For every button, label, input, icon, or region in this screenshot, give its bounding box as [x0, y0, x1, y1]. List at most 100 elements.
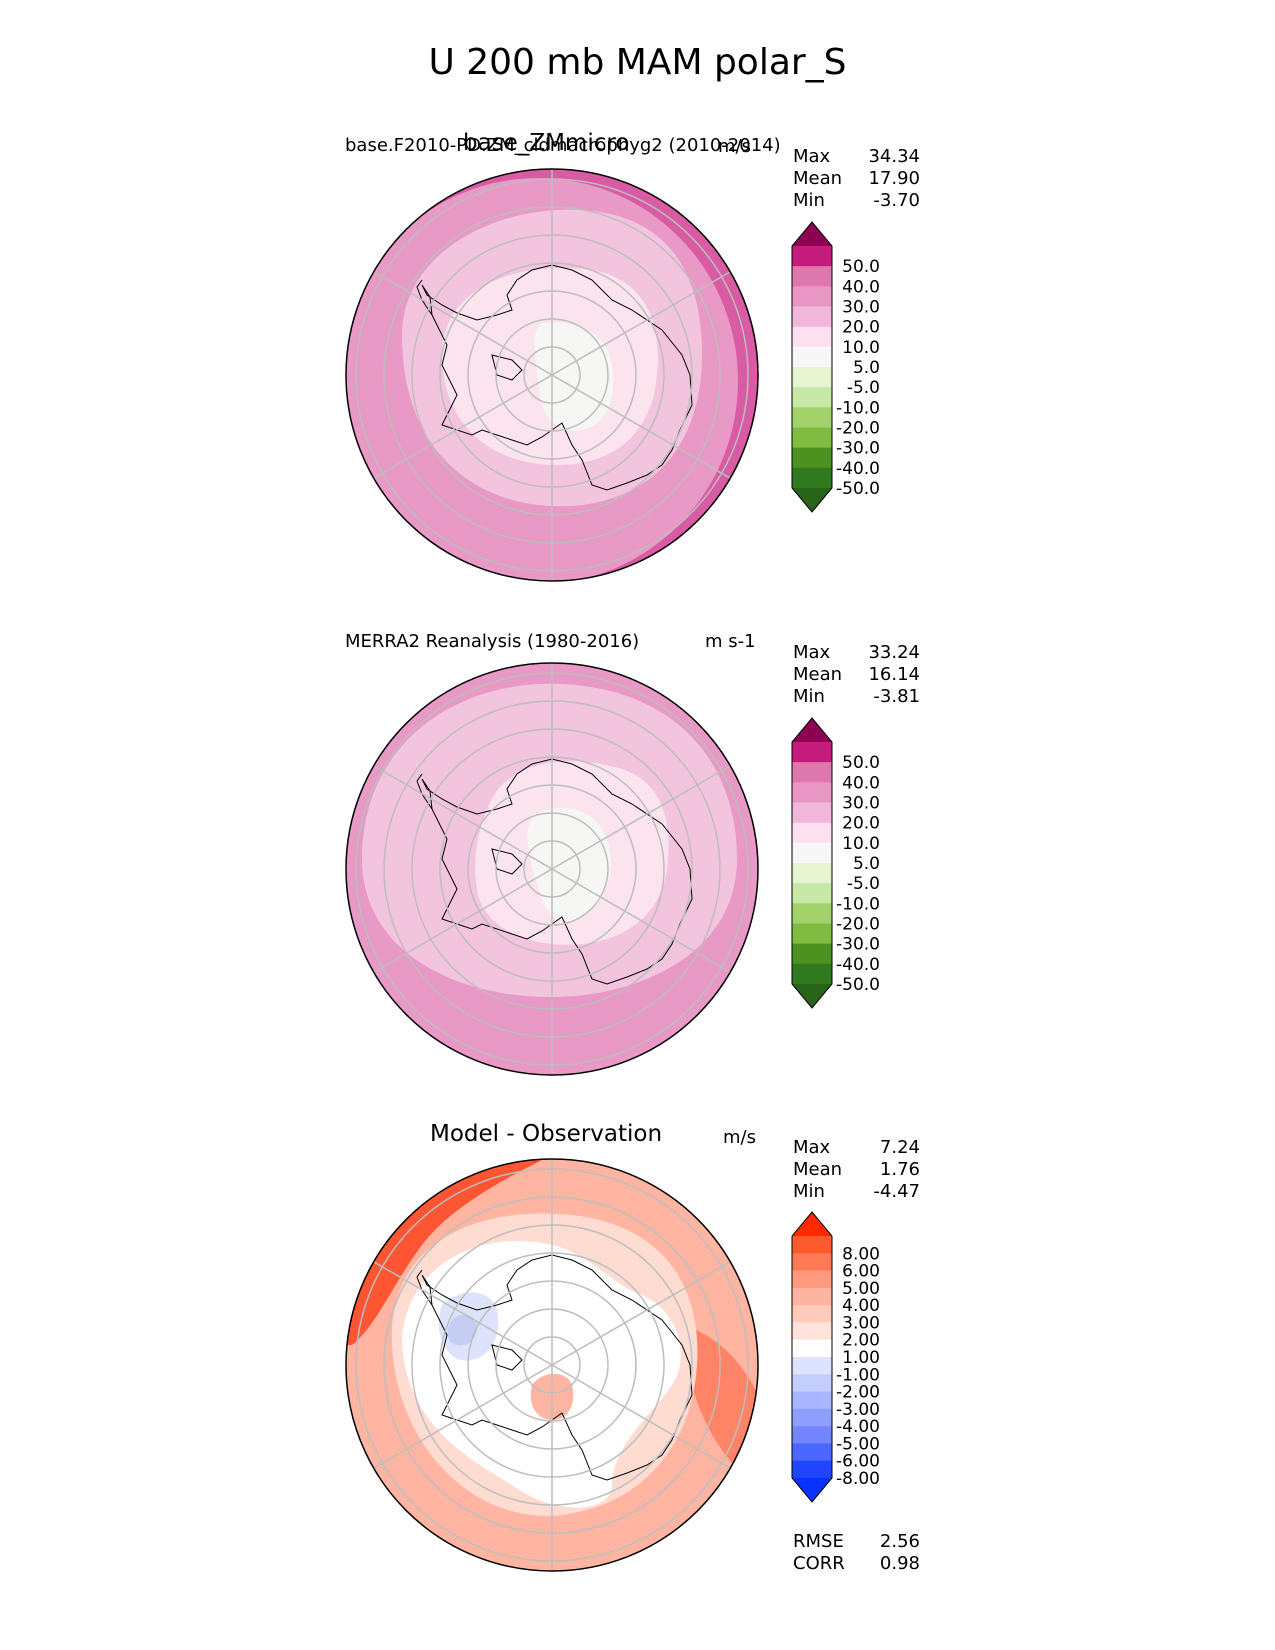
colorbar-swatch: [792, 1305, 832, 1324]
colorbar-tick-label: 6.00: [842, 1262, 880, 1282]
colorbar-tick-label: 50.0: [842, 753, 880, 773]
panel2-max-value: 33.24: [868, 642, 920, 663]
colorbar-swatch: [792, 1287, 832, 1306]
colorbar-swatch: [792, 842, 832, 864]
colorbar-swatch: [792, 346, 832, 368]
panel1-graticule: [355, 169, 749, 581]
colorbar-tick-label: -50.0: [836, 975, 880, 995]
colorbar-tick-label: 8.00: [842, 1244, 880, 1264]
colorbar-tick-label: -3.00: [836, 1400, 880, 1420]
colorbar-swatch: [792, 923, 832, 945]
colorbar-swatch: [792, 1391, 832, 1410]
colorbar-swatch: [792, 1339, 832, 1358]
colorbar-extend-top: [792, 718, 832, 742]
colorbar-swatch: [792, 387, 832, 408]
colorbar-extend-top: [792, 1212, 832, 1236]
panel3-colorbar: 8.006.005.004.003.002.001.00-1.00-2.00-3…: [791, 1211, 880, 1503]
colorbar-swatch: [792, 427, 832, 449]
colorbar-tick-label: -20.0: [836, 419, 880, 439]
colorbar-outline: [791, 1211, 833, 1503]
colorbar-tick-label: -40.0: [836, 955, 880, 975]
colorbar-swatch: [792, 266, 832, 287]
colorbar-extend-bottom: [792, 984, 832, 1008]
panel3-map-border: [345, 1158, 759, 1572]
panel3-antarctic-peninsula: [416, 1269, 433, 1306]
colorbar-swatch: [792, 367, 832, 388]
colorbar-swatch: [792, 447, 832, 469]
colorbar-tick-label: 4.00: [842, 1296, 880, 1316]
panel3-band-neg5-neg2: [447, 1314, 477, 1346]
colorbar-swatch: [792, 1460, 832, 1479]
panel3-polar-map: [345, 1158, 759, 1572]
panel1-antarctic-peninsula: [416, 279, 433, 316]
colorbar-tick-label: -10.0: [836, 398, 880, 418]
colorbar-swatch: [792, 1322, 832, 1341]
colorbar-swatch: [792, 1357, 832, 1375]
colorbar-tick-label: -40.0: [836, 459, 880, 479]
colorbar-tick-label: -5.0: [847, 874, 880, 894]
colorbar-tick-label: -20.0: [836, 915, 880, 935]
colorbar-tick-label: -2.00: [836, 1383, 880, 1403]
colorbar-tick-label: 30.0: [842, 298, 880, 318]
panel3-max-value: 7.24: [879, 1137, 920, 1158]
colorbar-tick-label: -6.00: [836, 1452, 880, 1472]
panel3-band-4-6-east: [677, 1325, 758, 1485]
panel2-antarctic-peninsula: [416, 773, 433, 810]
colorbar-swatch: [792, 822, 832, 844]
colorbar-outline: [791, 717, 833, 1009]
panel3-mean-value: 1.76: [879, 1159, 920, 1180]
panel1-min-value: -3.70: [873, 190, 920, 211]
colorbar-tick-label: 30.0: [842, 794, 880, 814]
colorbar-swatch: [792, 1253, 832, 1272]
panel1-polar-map: [345, 168, 759, 582]
colorbar-tick-label: 5.0: [853, 854, 880, 874]
colorbar-swatch: [792, 782, 832, 804]
panel3-max-label: Max: [793, 1137, 831, 1158]
panel2-colorbar: 50.040.030.020.010.05.0-5.0-10.0-20.0-30…: [791, 717, 880, 1009]
panel3-units: m/s: [723, 1127, 756, 1148]
colorbar-swatch: [792, 863, 832, 884]
colorbar-swatch: [792, 1236, 832, 1254]
colorbar-tick-label: 40.0: [842, 773, 880, 793]
panel2-polar-map: [345, 662, 759, 1076]
panel1-max-value: 34.34: [868, 146, 920, 167]
colorbar-swatch: [792, 1426, 832, 1445]
colorbar-tick-label: 20.0: [842, 814, 880, 834]
panel2-min-label: Min: [793, 686, 825, 707]
colorbar-extend-bottom: [792, 1478, 832, 1502]
panel1-mean-value: 17.90: [868, 168, 920, 189]
colorbar-swatch: [792, 246, 832, 267]
panel2-mean-label: Mean: [793, 664, 843, 685]
panel1-overlay-title: base_ZMmicro: [463, 130, 630, 156]
colorbar-swatch: [792, 1443, 832, 1462]
panel1-max-label: Max: [793, 146, 831, 167]
panel1-mean-label: Mean: [793, 168, 843, 189]
panel2-map-border: [345, 662, 759, 1076]
panel1-min-label: Min: [793, 190, 825, 211]
colorbar-swatch: [792, 903, 832, 925]
colorbar-swatch: [792, 802, 832, 824]
colorbar-tick-label: 10.0: [842, 338, 880, 358]
colorbar-tick-label: -1.00: [836, 1365, 880, 1385]
panel2-min-value: -3.81: [873, 686, 920, 707]
panel2-mean-value: 16.14: [868, 664, 920, 685]
colorbar-swatch: [792, 943, 832, 965]
colorbar-tick-label: -8.00: [836, 1469, 880, 1489]
panel3-min-label: Min: [793, 1181, 825, 1202]
panel2-max-label: Max: [793, 642, 831, 663]
colorbar-extend-bottom: [792, 488, 832, 512]
colorbar-swatch: [792, 407, 832, 429]
panel2-graticule: [355, 663, 749, 1075]
panel3-mean-label: Mean: [793, 1159, 843, 1180]
figure-title: U 200 mb MAM polar_S: [428, 42, 847, 83]
colorbar-tick-label: 5.00: [842, 1279, 880, 1299]
panel3-corr-label: CORR: [793, 1553, 845, 1574]
panel1-band-neg5-5: [534, 322, 614, 431]
colorbar-swatch: [792, 326, 832, 348]
colorbar-tick-label: 2.00: [842, 1331, 880, 1351]
colorbar-swatch: [792, 1270, 832, 1289]
panel2-units: m s-1: [705, 631, 756, 652]
colorbar-tick-label: 10.0: [842, 834, 880, 854]
colorbar-tick-label: 3.00: [842, 1313, 880, 1333]
colorbar-tick-label: 1.00: [842, 1348, 880, 1368]
